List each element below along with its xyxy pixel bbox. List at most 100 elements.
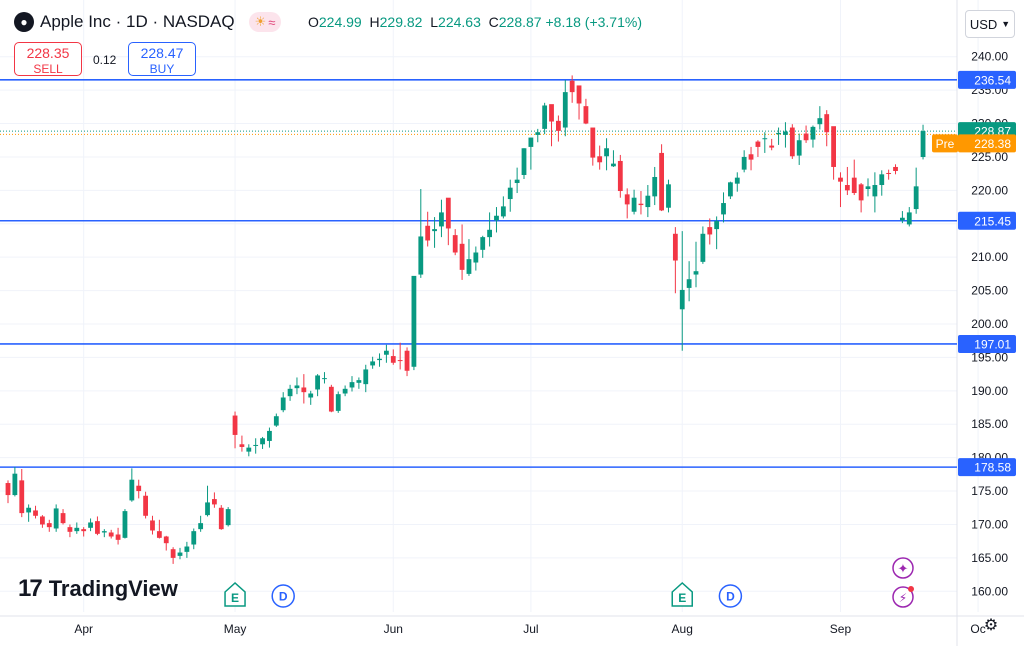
candle[interactable] <box>659 144 664 212</box>
candle[interactable] <box>301 374 307 404</box>
candle[interactable] <box>191 528 197 550</box>
candle[interactable] <box>315 374 320 397</box>
candle[interactable] <box>19 469 25 518</box>
candle[interactable] <box>163 535 169 551</box>
candle[interactable] <box>177 547 183 560</box>
candle[interactable] <box>88 518 93 532</box>
candle[interactable] <box>40 515 45 528</box>
candle[interactable] <box>734 172 740 192</box>
candle[interactable] <box>748 146 754 171</box>
candle[interactable] <box>225 507 231 527</box>
candle[interactable] <box>239 435 245 452</box>
candle[interactable] <box>886 169 892 180</box>
candle[interactable] <box>418 189 424 278</box>
candle[interactable] <box>445 197 451 246</box>
candle[interactable] <box>411 275 417 371</box>
candle[interactable] <box>260 436 265 449</box>
candle[interactable] <box>879 170 885 196</box>
candle[interactable] <box>95 516 100 536</box>
dividend-marker[interactable]: D <box>718 584 743 608</box>
candle[interactable] <box>900 211 905 224</box>
candle[interactable] <box>776 127 781 145</box>
candle[interactable] <box>33 505 38 519</box>
candle[interactable] <box>287 384 293 401</box>
candle[interactable] <box>617 154 623 198</box>
candle[interactable] <box>425 211 431 247</box>
candle[interactable] <box>487 212 492 247</box>
session-badge[interactable]: ☀ ≈ <box>248 12 282 32</box>
candle[interactable] <box>542 102 548 135</box>
candle[interactable] <box>679 231 685 351</box>
candle[interactable] <box>143 491 148 519</box>
candle[interactable] <box>26 504 32 522</box>
candle[interactable] <box>108 529 114 539</box>
candle[interactable] <box>631 189 637 215</box>
candle[interactable] <box>432 217 437 248</box>
candle[interactable] <box>624 188 630 219</box>
candle[interactable] <box>459 224 465 280</box>
symbol-header[interactable]: ● Apple Inc · 1D · NASDAQ ☀ ≈ <box>14 10 282 34</box>
dividend-marker[interactable]: D <box>271 584 295 608</box>
candle[interactable] <box>370 356 376 369</box>
candle[interactable] <box>101 529 107 538</box>
candle[interactable] <box>796 133 802 165</box>
candle[interactable] <box>590 127 596 166</box>
candle[interactable] <box>397 342 403 370</box>
candle[interactable] <box>356 377 362 389</box>
candle[interactable] <box>652 166 658 206</box>
candle[interactable] <box>246 444 252 457</box>
candle[interactable] <box>377 353 382 367</box>
candle[interactable] <box>466 239 472 276</box>
candle[interactable] <box>308 390 314 405</box>
candle[interactable] <box>576 85 582 120</box>
flash-icon[interactable]: ⚡ <box>892 586 914 608</box>
candle[interactable] <box>363 364 369 393</box>
candle[interactable] <box>769 138 775 151</box>
candle[interactable] <box>672 227 678 294</box>
candle[interactable] <box>721 192 726 223</box>
candle[interactable] <box>872 172 878 213</box>
candle[interactable] <box>686 261 692 302</box>
candle[interactable] <box>452 229 458 256</box>
candle[interactable] <box>762 132 768 153</box>
candle[interactable] <box>755 140 761 157</box>
candle[interactable] <box>831 126 836 180</box>
candle[interactable] <box>494 207 499 233</box>
candle[interactable] <box>810 125 816 148</box>
candle[interactable] <box>521 148 527 179</box>
candle[interactable] <box>212 492 217 508</box>
candle[interactable] <box>205 485 210 517</box>
candle[interactable] <box>46 519 52 532</box>
candle[interactable] <box>342 385 348 397</box>
candle[interactable] <box>67 524 73 538</box>
candle[interactable] <box>115 527 121 545</box>
candle[interactable] <box>851 159 857 196</box>
candle[interactable] <box>569 75 575 103</box>
candle[interactable] <box>865 178 871 197</box>
gear-icon[interactable]: ⚙ <box>983 617 999 634</box>
candle[interactable] <box>789 124 795 159</box>
candle[interactable] <box>473 246 479 271</box>
candle[interactable] <box>480 235 486 258</box>
candle[interactable] <box>638 191 644 215</box>
candle[interactable] <box>253 438 259 454</box>
candle[interactable] <box>913 167 919 214</box>
candle[interactable] <box>184 541 190 558</box>
candle[interactable] <box>328 384 334 413</box>
candle[interactable] <box>528 137 534 170</box>
candle[interactable] <box>267 427 272 448</box>
candle[interactable] <box>858 183 864 213</box>
candle[interactable] <box>53 504 59 532</box>
candle[interactable] <box>645 185 651 218</box>
tradingview-logo[interactable]: 17 TradingView <box>18 575 178 603</box>
candle[interactable] <box>280 392 286 413</box>
candle[interactable] <box>893 164 898 175</box>
currency-select[interactable]: USD ▼ <box>965 10 1015 38</box>
candle[interactable] <box>611 150 616 167</box>
candle[interactable] <box>556 115 561 142</box>
candle[interactable] <box>273 413 279 427</box>
candle[interactable] <box>507 179 513 212</box>
earnings-marker[interactable]: E <box>671 581 693 607</box>
candle[interactable] <box>439 199 444 238</box>
